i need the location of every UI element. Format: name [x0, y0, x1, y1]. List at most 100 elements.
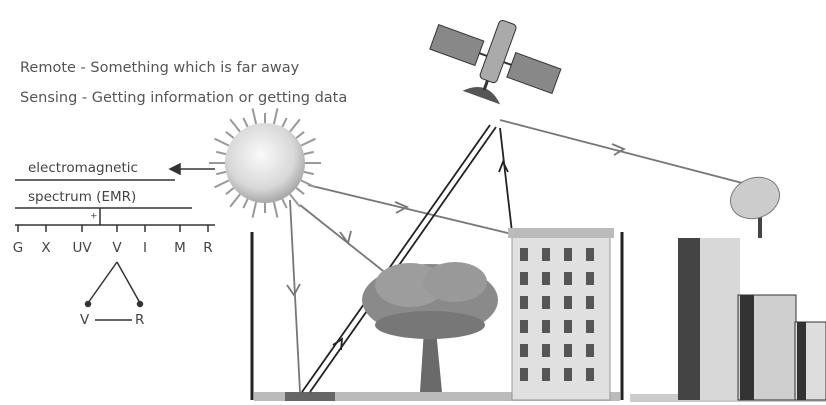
sun-ray [289, 118, 301, 133]
window [564, 344, 572, 357]
window [520, 344, 528, 357]
sun-ray [242, 117, 249, 128]
sun-ray [295, 131, 305, 139]
band-label: UV [72, 240, 92, 256]
triangle-edge [87, 261, 118, 304]
signals [286, 119, 751, 393]
definitions: Remote - Something which is far away Sen… [20, 60, 347, 106]
shape [339, 230, 352, 246]
spectrum: electromagnetic spectrum (EMR) + G X UV V I M… [13, 160, 215, 328]
band-label: V [112, 240, 122, 256]
triangle-right: R [135, 312, 144, 328]
shape [611, 143, 626, 156]
shape [462, 87, 501, 105]
sensing-definition: Sensing - Getting information or getting… [20, 90, 347, 106]
shape [740, 295, 754, 400]
shape [309, 126, 497, 393]
window [586, 368, 594, 381]
sun-ray [214, 179, 230, 189]
dot [136, 300, 144, 308]
window [542, 368, 550, 381]
shape [700, 238, 740, 400]
shape [429, 23, 485, 67]
sun-ray [242, 198, 249, 209]
window [520, 320, 528, 333]
triangle-left: V [80, 312, 90, 328]
sun-ray [281, 198, 288, 209]
window [586, 296, 594, 309]
window [542, 248, 550, 261]
shape [423, 262, 487, 302]
triangle-edge [116, 261, 141, 304]
shape [209, 108, 321, 218]
arrow-head [168, 162, 181, 176]
satellite [429, 19, 562, 105]
shape [332, 337, 344, 351]
sun-ray [214, 137, 230, 147]
shape [499, 119, 751, 186]
window [564, 248, 572, 261]
window [586, 248, 594, 261]
window [564, 368, 572, 381]
window [564, 272, 572, 285]
shape: G X UV V I M R [13, 225, 213, 256]
window [564, 296, 572, 309]
city [678, 238, 826, 401]
window [586, 272, 594, 285]
shape [508, 228, 614, 238]
sun [209, 108, 321, 218]
center-building [508, 228, 614, 401]
window [542, 344, 550, 357]
sun-ray [251, 108, 258, 125]
window [520, 272, 528, 285]
shape [394, 201, 410, 214]
window [520, 368, 528, 381]
sun-ray [281, 117, 288, 128]
shape [498, 159, 509, 173]
shape [375, 311, 485, 339]
divider: + [90, 212, 98, 222]
ground [254, 392, 620, 401]
sun-ray [300, 137, 316, 147]
window [520, 248, 528, 261]
window [586, 344, 594, 357]
band-label: X [41, 240, 50, 256]
sun-ray [225, 187, 235, 195]
dot [84, 300, 92, 308]
scene [209, 19, 826, 402]
sun-ray [229, 118, 241, 133]
shape [730, 176, 780, 220]
dish [730, 176, 780, 238]
window [542, 296, 550, 309]
shape [289, 199, 301, 393]
window [520, 296, 528, 309]
window [542, 320, 550, 333]
shape [482, 80, 489, 91]
sun-ray [303, 170, 314, 176]
sun-ray [272, 201, 279, 218]
window [542, 272, 550, 285]
band-label: G [13, 240, 23, 256]
shape [301, 124, 491, 393]
shape [225, 123, 305, 203]
sun-ray [251, 201, 258, 218]
spectrum-line1: electromagnetic [28, 160, 138, 176]
sun-ray [216, 170, 227, 176]
sun-ray [300, 179, 316, 189]
shape [499, 127, 513, 233]
tree [362, 262, 498, 392]
sun-ray [229, 193, 241, 208]
shape [520, 248, 594, 381]
shape [286, 283, 301, 297]
ground-patch [285, 392, 335, 401]
band-label: R [203, 240, 212, 256]
window [564, 320, 572, 333]
shape [797, 322, 806, 400]
sun-ray [216, 150, 227, 156]
remote-definition: Remote - Something which is far away [20, 60, 300, 76]
band-label: M [174, 240, 186, 256]
sun-ray [225, 131, 235, 139]
sun-ray [289, 193, 301, 208]
shape [420, 330, 442, 392]
